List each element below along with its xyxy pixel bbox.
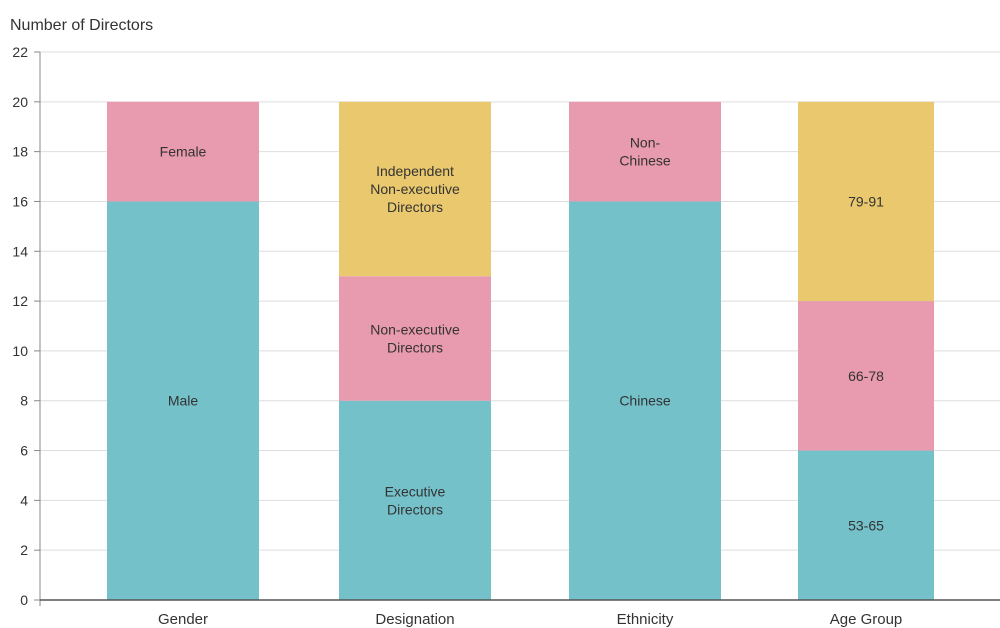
y-tick-label: 6 xyxy=(20,443,28,459)
y-tick-label: 10 xyxy=(12,343,28,359)
bar-stack: Male Female xyxy=(107,101,259,601)
y-tick-label: 14 xyxy=(12,243,28,259)
axes: 0 2 4 6 8 10 12 14 16 18 20 22 Gender Designation Ethn… xyxy=(12,44,1000,628)
x-category-label: Age Group xyxy=(830,611,903,628)
bar-segment xyxy=(339,400,491,600)
x-category-label: Ethnicity xyxy=(617,611,674,628)
y-tick-label: 16 xyxy=(12,193,28,209)
bars: Male Female Executive Directors Non-executiv… xyxy=(107,101,934,601)
bar-segment xyxy=(339,101,491,277)
bar-segment xyxy=(798,450,934,600)
segment-label: Independent Non-executive Directors xyxy=(370,163,460,215)
bar-stack: 53-65 66-78 79-91 xyxy=(798,101,934,600)
bar-segment xyxy=(569,101,721,202)
bar-segment xyxy=(107,101,259,202)
y-axis-title: Number of Directors xyxy=(10,17,153,34)
bar-stack: Executive Directors Non-executive Directors… xyxy=(339,101,491,600)
segment-label: Executive Directors xyxy=(385,483,446,517)
y-tick-label: 4 xyxy=(20,492,28,508)
y-tick-label: 0 xyxy=(20,592,28,608)
segment-label: 79-91 xyxy=(848,193,884,209)
y-tick-label: 8 xyxy=(20,393,28,409)
y-tick-label: 20 xyxy=(12,94,28,110)
y-tick-label: 2 xyxy=(20,542,28,558)
y-tick-label: 12 xyxy=(12,293,28,309)
bar-segment xyxy=(798,301,934,451)
segment-label: 53-65 xyxy=(848,517,884,533)
bar-segment xyxy=(107,201,259,601)
bar-stack: Chinese Non-Chinese xyxy=(569,101,721,601)
segment-label: Non-executive Directors xyxy=(370,321,460,355)
x-category-label: Gender xyxy=(158,611,208,628)
bar-segment xyxy=(569,201,721,601)
bar-segment xyxy=(339,276,491,401)
y-tick-label: 18 xyxy=(12,144,28,160)
segment-label: 66-78 xyxy=(848,368,884,384)
y-tick-label: 22 xyxy=(12,44,28,60)
bar-segment xyxy=(798,101,934,302)
segment-label: Chinese xyxy=(619,393,671,409)
segment-label: Male xyxy=(168,393,199,409)
segment-label: Female xyxy=(160,144,207,160)
segment-label: Non-Chinese xyxy=(619,135,671,169)
x-category-label: Designation xyxy=(375,611,454,628)
